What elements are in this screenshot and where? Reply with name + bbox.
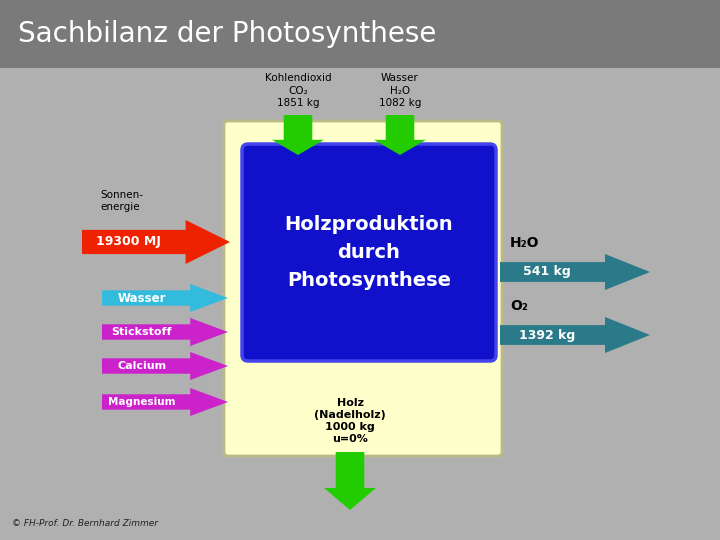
FancyBboxPatch shape (0, 0, 720, 68)
Text: Holz
(Nadelholz)
1000 kg
u=0%: Holz (Nadelholz) 1000 kg u=0% (314, 398, 386, 444)
FancyBboxPatch shape (224, 121, 502, 456)
Text: Holzproduktion
durch
Photosynthese: Holzproduktion durch Photosynthese (284, 215, 454, 290)
Text: Wasser: Wasser (117, 292, 166, 305)
FancyBboxPatch shape (242, 144, 496, 361)
Text: Magnesium: Magnesium (108, 397, 176, 407)
Text: Kohlendioxid
CO₂
1851 kg: Kohlendioxid CO₂ 1851 kg (265, 73, 331, 108)
Polygon shape (272, 115, 324, 155)
Text: 19300 MJ: 19300 MJ (96, 235, 161, 248)
Text: Stickstoff: Stickstoff (112, 327, 172, 337)
Text: Wasser
H₂O
1082 kg: Wasser H₂O 1082 kg (379, 73, 421, 108)
Text: 1392 kg: 1392 kg (519, 328, 575, 341)
Text: Sonnen-
energie: Sonnen- energie (100, 191, 143, 212)
Text: H₂O: H₂O (510, 236, 539, 250)
Text: 541 kg: 541 kg (523, 266, 571, 279)
Text: Calcium: Calcium (117, 361, 166, 371)
Polygon shape (82, 220, 230, 264)
Text: © FH-Prof. Dr. Bernhard Zimmer: © FH-Prof. Dr. Bernhard Zimmer (12, 519, 158, 528)
Polygon shape (500, 254, 650, 290)
Polygon shape (102, 352, 228, 380)
Polygon shape (102, 284, 228, 312)
Polygon shape (500, 317, 650, 353)
Polygon shape (324, 452, 376, 510)
Text: O₂: O₂ (510, 299, 528, 313)
Polygon shape (102, 318, 228, 346)
Polygon shape (102, 388, 228, 416)
Polygon shape (374, 115, 426, 155)
Text: Sachbilanz der Photosynthese: Sachbilanz der Photosynthese (18, 20, 436, 48)
